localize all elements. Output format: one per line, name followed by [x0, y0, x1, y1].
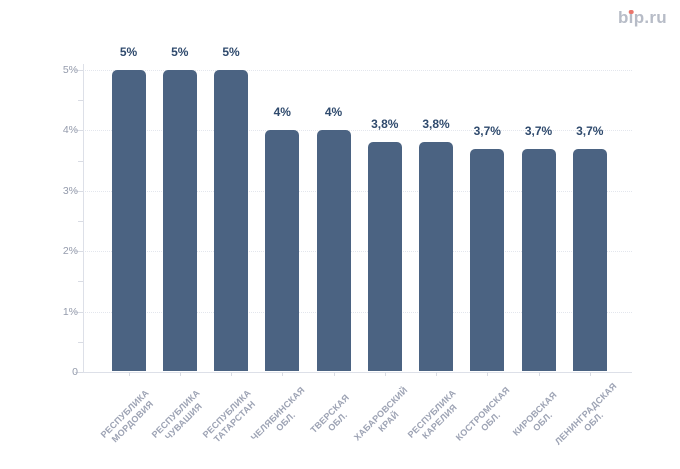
- x-axis-tick: [589, 372, 591, 376]
- bar-value-label: 3,7%: [524, 123, 553, 138]
- y-axis-tick-label: 1%: [62, 305, 78, 318]
- y-minor-tick: [78, 221, 83, 222]
- bar[interactable]: [316, 130, 351, 371]
- x-axis-tick: [333, 372, 335, 376]
- y-major-tick: [75, 311, 83, 313]
- bar[interactable]: [265, 130, 300, 371]
- bar-value-label: 4%: [273, 105, 291, 120]
- bar[interactable]: [367, 142, 402, 371]
- y-axis-tick-label: 2%: [62, 245, 78, 258]
- x-axis-tick: [128, 372, 130, 376]
- bar-value-label: 5%: [222, 45, 240, 59]
- y-gridline: [83, 251, 632, 253]
- x-axis-tick: [538, 372, 540, 376]
- y-gridline: [83, 311, 632, 313]
- y-minor-tick: [78, 281, 83, 283]
- bar-value-label: 3,7%: [576, 123, 604, 138]
- x-axis-category-label: ЛЕНИНГРАДСКАЯ ОБЛ.: [553, 381, 627, 455]
- bar-value-label: 3,7%: [473, 123, 501, 138]
- bar[interactable]: [521, 148, 556, 371]
- y-major-tick: [75, 130, 83, 132]
- y-gridline: [83, 190, 632, 192]
- x-axis-tick: [436, 372, 437, 376]
- y-major-tick: [75, 251, 83, 253]
- bar[interactable]: [214, 70, 248, 371]
- bar[interactable]: [572, 148, 607, 371]
- logo-text-b: b: [617, 8, 629, 27]
- y-minor-tick: [78, 341, 83, 343]
- bar-value-label: 3,8%: [371, 117, 399, 132]
- y-minor-tick: [78, 160, 83, 162]
- y-axis-tick-label: 5%: [62, 64, 78, 76]
- bar-value-label: 5%: [171, 45, 189, 59]
- x-axis-category-label: КОСТРОМСКАЯ ОБЛ.: [454, 385, 520, 451]
- x-axis-category-label: ТВЕРСКАЯ ОБЛ.: [308, 392, 359, 443]
- y-major-tick: [75, 70, 83, 71]
- bar-value-label: 3,8%: [422, 117, 450, 132]
- y-axis-tick-label: 0: [72, 366, 78, 378]
- y-axis-tick-label: 3%: [62, 184, 78, 197]
- x-axis-category-label: РЕСПУБЛИКА МОРДОВИЯ: [98, 388, 159, 449]
- bar[interactable]: [470, 148, 505, 371]
- x-axis-tick: [487, 372, 489, 376]
- x-axis-tick: [384, 372, 386, 376]
- bip-ru-logo[interactable]: bip.ru: [618, 8, 667, 28]
- bar[interactable]: [162, 70, 197, 371]
- x-axis-tick: [282, 372, 284, 376]
- logo-text-pru: p.ru: [633, 8, 667, 27]
- y-axis-tick-label: 4%: [62, 124, 78, 137]
- y-major-tick: [75, 190, 83, 192]
- y-axis-line: [83, 64, 84, 372]
- x-axis-category-label: ЧЕЛЯБИНСКАЯ ОБЛ.: [249, 385, 315, 451]
- x-axis-category-label: ХАБАРОВСКИЙ КРАЙ: [352, 385, 418, 451]
- logo-i-red-dot: i: [628, 8, 634, 27]
- bar[interactable]: [111, 70, 146, 371]
- x-axis-tick: [179, 372, 181, 376]
- bar[interactable]: [419, 142, 453, 371]
- bar-value-label: 4%: [324, 105, 343, 120]
- y-gridline: [83, 70, 632, 71]
- y-major-tick: [75, 372, 83, 373]
- x-axis-line: [83, 372, 632, 373]
- bar-value-label: 5%: [119, 45, 138, 59]
- y-gridline: [83, 130, 632, 132]
- y-minor-tick: [78, 100, 83, 102]
- x-axis-tick: [231, 372, 232, 376]
- x-axis-category-label: РЕСПУБЛИКА ЧУВАШИЯ: [149, 388, 210, 449]
